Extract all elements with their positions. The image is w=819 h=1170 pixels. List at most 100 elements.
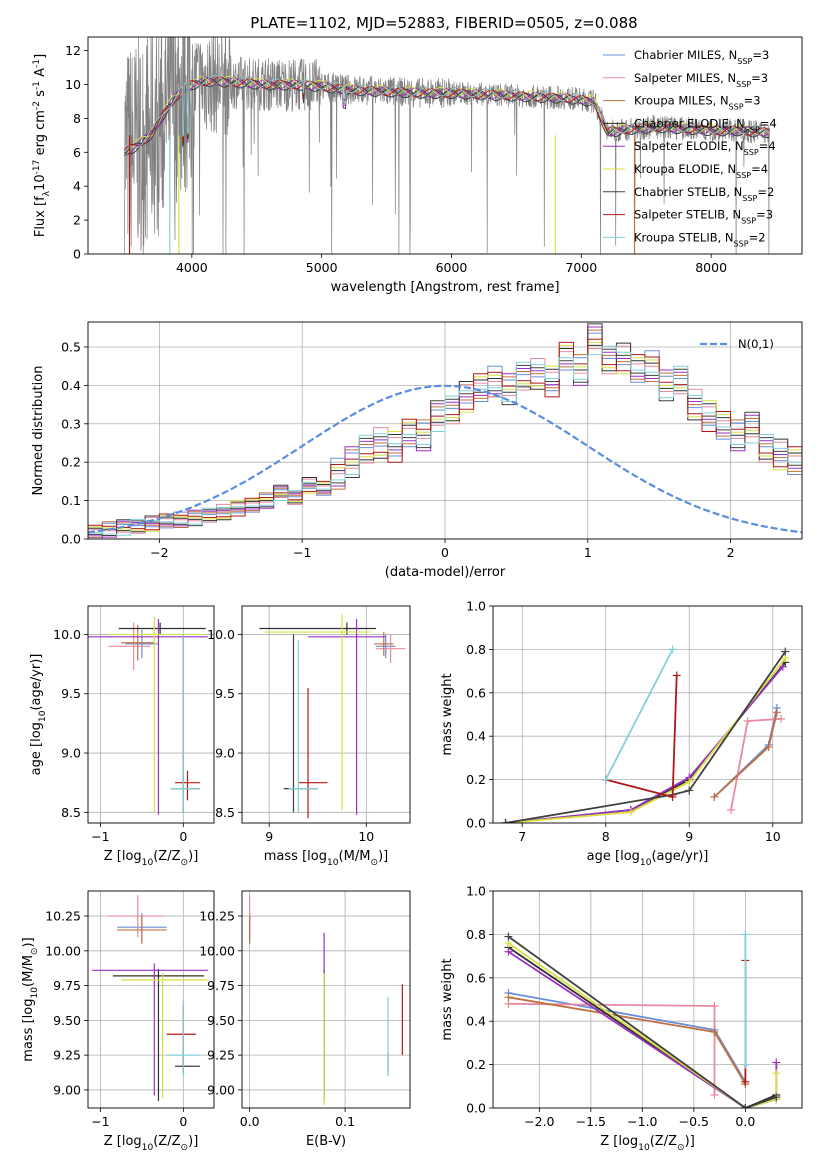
marker-kroupa-miles <box>504 993 513 1002</box>
plot-area <box>123 37 770 254</box>
x-tick-label: −2 <box>150 545 168 560</box>
plot-area <box>88 891 214 1108</box>
marker-chabrier-stelib <box>741 1104 750 1108</box>
label-run: (Z/Z <box>153 849 180 864</box>
x-tick-label: 10 <box>765 829 781 844</box>
y-tick-label: 0.0 <box>61 532 81 547</box>
label-run: )] <box>378 849 388 864</box>
label-run: ⊙ <box>181 858 189 868</box>
errorbar-kroupa-stelib <box>166 999 200 1077</box>
y-axis-label: Normed distribution <box>31 366 46 496</box>
x-tick-label: 4000 <box>176 260 208 275</box>
errorbar-chabrier-stelib <box>170 634 200 813</box>
y-tick-label: 8.5 <box>61 805 81 820</box>
y-tick-label: 8 <box>73 111 81 126</box>
x-axis-label: Z [log10(Z/Z⊙)] <box>104 849 199 868</box>
normal-curve <box>88 384 802 534</box>
y-tick-label: 6 <box>73 145 81 160</box>
y-tick-label: 10.00 <box>199 943 235 958</box>
model-line-kroupa-miles <box>124 75 770 149</box>
errorbar-salpeter-miles <box>108 622 151 671</box>
errorbar-kroupa-stelib <box>170 634 200 813</box>
marker-salpeter-elodie <box>504 947 513 956</box>
label-run: 10 <box>142 858 154 868</box>
marker-salpeter-elodie <box>772 1058 781 1067</box>
marker-salpeter-stelib <box>672 671 681 680</box>
x-tick-label: 6000 <box>436 260 468 275</box>
label-run: =3 <box>752 48 769 62</box>
panel-mass_vs_ebv: 0.0 0.1 9.00 9.25 9.50 9.75 10.00 10.25 E(B-V) <box>199 890 411 1149</box>
label-run: E(B-V) <box>306 1134 346 1149</box>
y-tick-label: 2 <box>73 213 81 228</box>
label-run: Z [log <box>104 1134 142 1149</box>
label-run: Salpeter ELODIE, N <box>634 139 744 153</box>
label-run: (M/M <box>21 955 36 987</box>
y-tick-label: 0.2 <box>61 455 81 470</box>
marker-kroupa-miles <box>710 792 719 801</box>
errorbar-chabrier-miles <box>376 634 396 659</box>
x-tick-label: 0 <box>179 1114 187 1129</box>
legend-entry: Kroupa STELIB, NSSP=2 <box>634 230 766 248</box>
hist-salpeter-stelib <box>88 338 802 531</box>
y-tick-label: 9.5 <box>61 686 81 701</box>
y-tick-label: 9.5 <box>215 686 235 701</box>
axes-frame <box>87 890 215 1109</box>
y-tick-label: 9.0 <box>215 746 235 761</box>
label-run: Chabrier MILES, N <box>634 48 737 62</box>
label-run: mass weight <box>440 673 455 755</box>
y-tick-label: 0.1 <box>61 493 81 508</box>
marker-salpeter-miles <box>710 1090 719 1099</box>
plots: 4000 5000 6000 7000 8000024681012wavelength … <box>21 36 803 1153</box>
y-tick-label: 12 <box>65 43 81 58</box>
series-kroupa-miles <box>713 712 778 798</box>
label-run: mass [log <box>264 849 327 864</box>
y-tick-label: 0.4 <box>466 729 486 744</box>
x-tick-label: 9 <box>685 829 693 844</box>
y-tick-label: 1.0 <box>466 884 486 899</box>
x-axis-label: age [log10(age/yr)] <box>587 849 709 868</box>
y-tick-label: 0.2 <box>466 1057 486 1072</box>
errorbar-kroupa-elodie <box>108 616 205 813</box>
errorbar-salpeter-elodie <box>88 619 209 815</box>
axes-frame <box>87 36 803 255</box>
y-axis-label: Flux [fλ10-17 erg cm-2 s-1 A-1] <box>32 54 52 237</box>
marker-salpeter-miles <box>710 1002 719 1011</box>
label-run: =4 <box>760 116 777 130</box>
axes-frame <box>241 890 411 1109</box>
y-tick-label: 9.50 <box>53 1013 81 1028</box>
label-run: SSP <box>745 125 760 134</box>
label-run: wavelength [Angstrom, rest frame] <box>331 280 560 295</box>
label-run: 10 <box>142 1143 154 1153</box>
label-run: -1 <box>32 59 42 68</box>
x-tick-label: 8000 <box>695 260 727 275</box>
label-run: ⊙ <box>370 858 378 868</box>
marker-kroupa-miles <box>772 708 781 717</box>
model-line-kroupa-elodie <box>124 75 770 156</box>
model-line-salpeter-stelib <box>123 76 770 151</box>
figure-title: PLATE=1102, MJD=52883, FIBERID=0505, z=0… <box>250 14 637 32</box>
label-run: SSP <box>742 193 757 202</box>
y-tick-label: 0.2 <box>466 772 486 787</box>
label-run: SSP <box>734 239 749 248</box>
y-tick-label: 0.0 <box>466 1101 486 1116</box>
label-run: Z [log <box>104 849 142 864</box>
series-chabrier-stelib <box>505 651 787 823</box>
label-run: (data-model)/error <box>385 565 506 580</box>
errorbar-salpeter-elodie <box>308 619 386 815</box>
y-tick-label: 9.25 <box>207 1048 235 1063</box>
legend-entry: Kroupa MILES, NSSP=3 <box>634 94 761 112</box>
plot-area <box>242 606 410 823</box>
series-kroupa-miles <box>508 996 747 1085</box>
x-tick-label: 5000 <box>306 260 338 275</box>
legend-normal: N(0,1) <box>738 337 774 351</box>
marker-kroupa-stelib <box>741 930 750 939</box>
legend-entry: Chabrier ELODIE, NSSP=4 <box>634 116 777 133</box>
errorbar-chabrier-stelib <box>283 634 318 813</box>
legend-entry: Salpeter MILES, NSSP=3 <box>634 71 768 89</box>
y-tick-label: 1.0 <box>466 599 486 614</box>
errorbar-chabrier-elodie <box>112 968 205 1102</box>
